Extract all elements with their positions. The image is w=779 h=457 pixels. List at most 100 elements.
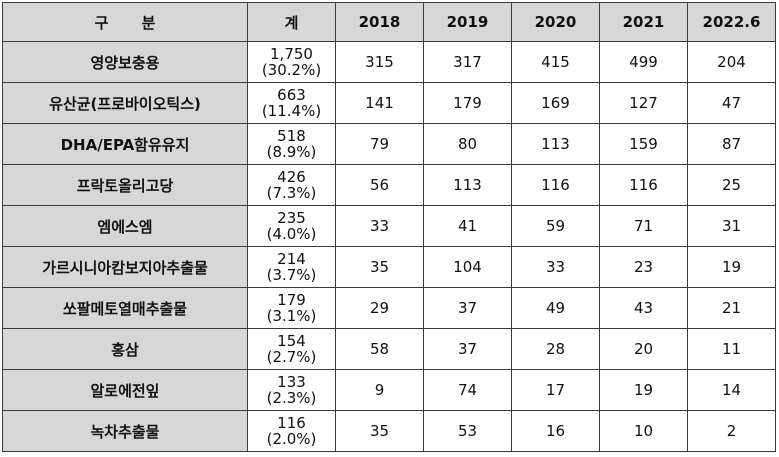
row-label: 유산균(프로바이오틱스) <box>2 82 248 124</box>
total-share: (3.7%) <box>266 266 317 284</box>
value-cell: 317 <box>423 41 512 83</box>
header-row: 구 분 계 2018 2019 2020 2021 2022.6 <box>2 2 776 42</box>
total-value: 133 <box>277 373 306 391</box>
total-value: 235 <box>277 209 306 227</box>
value-cell: 204 <box>687 41 776 83</box>
total-value: 154 <box>277 332 306 350</box>
value-cell: 33 <box>335 205 424 247</box>
total-value: 179 <box>277 291 306 309</box>
header-year-2022-6: 2022.6 <box>687 2 776 42</box>
total-share: (2.3%) <box>266 389 317 407</box>
header-year-2018: 2018 <box>335 2 424 42</box>
value-cell: 29 <box>335 287 424 329</box>
value-cell: 113 <box>423 164 512 206</box>
value-cell: 159 <box>599 123 688 165</box>
value-cell: 113 <box>511 123 600 165</box>
table-row: 영양보충용 1,750 (30.2%) 315 317 415 499 204 <box>2 41 776 83</box>
row-label: 엠에스엠 <box>2 205 248 247</box>
row-label: 가르시니아캄보지아추출물 <box>2 246 248 288</box>
total-cell: 1,750 (30.2%) <box>247 41 336 83</box>
value-cell: 127 <box>599 82 688 124</box>
value-cell: 21 <box>687 287 776 329</box>
value-cell: 47 <box>687 82 776 124</box>
value-cell: 14 <box>687 369 776 411</box>
value-cell: 179 <box>423 82 512 124</box>
header-year-2021: 2021 <box>599 2 688 42</box>
total-share: (7.3%) <box>266 184 317 202</box>
value-cell: 58 <box>335 328 424 370</box>
value-cell: 141 <box>335 82 424 124</box>
table-row: 유산균(프로바이오틱스) 663 (11.4%) 141 179 169 127… <box>2 82 776 124</box>
table-row: 녹차추출물 116 (2.0%) 35 53 16 10 2 <box>2 410 776 452</box>
value-cell: 74 <box>423 369 512 411</box>
value-cell: 59 <box>511 205 600 247</box>
value-cell: 415 <box>511 41 600 83</box>
total-cell: 214 (3.7%) <box>247 246 336 288</box>
header-year-2020: 2020 <box>511 2 600 42</box>
value-cell: 16 <box>511 410 600 452</box>
value-cell: 31 <box>687 205 776 247</box>
total-value: 214 <box>277 250 306 268</box>
table-row: 엠에스엠 235 (4.0%) 33 41 59 71 31 <box>2 205 776 247</box>
table-row: 가르시니아캄보지아추출물 214 (3.7%) 35 104 33 23 19 <box>2 246 776 288</box>
header-year-2019: 2019 <box>423 2 512 42</box>
total-share: (2.7%) <box>266 348 317 366</box>
total-share: (2.0%) <box>266 430 317 448</box>
value-cell: 104 <box>423 246 512 288</box>
value-cell: 20 <box>599 328 688 370</box>
value-cell: 56 <box>335 164 424 206</box>
value-cell: 53 <box>423 410 512 452</box>
total-share: (11.4%) <box>261 102 322 120</box>
value-cell: 315 <box>335 41 424 83</box>
value-cell: 2 <box>687 410 776 452</box>
value-cell: 35 <box>335 410 424 452</box>
total-value: 663 <box>277 86 306 104</box>
value-cell: 116 <box>511 164 600 206</box>
total-share: (8.9%) <box>266 143 317 161</box>
row-label: 프락토올리고당 <box>2 164 248 206</box>
row-label: DHA/EPA함유유지 <box>2 123 248 165</box>
total-cell: 663 (11.4%) <box>247 82 336 124</box>
value-cell: 71 <box>599 205 688 247</box>
value-cell: 33 <box>511 246 600 288</box>
total-value: 1,750 <box>270 45 313 63</box>
total-value: 116 <box>277 414 306 432</box>
total-cell: 179 (3.1%) <box>247 287 336 329</box>
row-label: 녹차추출물 <box>2 410 248 452</box>
value-cell: 49 <box>511 287 600 329</box>
total-cell: 426 (7.3%) <box>247 164 336 206</box>
value-cell: 41 <box>423 205 512 247</box>
value-cell: 499 <box>599 41 688 83</box>
value-cell: 87 <box>687 123 776 165</box>
value-cell: 11 <box>687 328 776 370</box>
total-share: (30.2%) <box>261 61 322 79</box>
header-total: 계 <box>247 2 336 42</box>
row-label: 홍삼 <box>2 328 248 370</box>
value-cell: 28 <box>511 328 600 370</box>
value-cell: 116 <box>599 164 688 206</box>
total-cell: 518 (8.9%) <box>247 123 336 165</box>
ingredient-report-table: 구 분 계 2018 2019 2020 2021 2022.6 영양보충용 1… <box>2 2 776 452</box>
total-value: 518 <box>277 127 306 145</box>
value-cell: 23 <box>599 246 688 288</box>
row-label: 쏘팔메토열매추출물 <box>2 287 248 329</box>
table-row: 알로에전잎 133 (2.3%) 9 74 17 19 14 <box>2 369 776 411</box>
table-row: 프락토올리고당 426 (7.3%) 56 113 116 116 25 <box>2 164 776 206</box>
value-cell: 79 <box>335 123 424 165</box>
table-row: DHA/EPA함유유지 518 (8.9%) 79 80 113 159 87 <box>2 123 776 165</box>
total-cell: 154 (2.7%) <box>247 328 336 370</box>
total-share: (4.0%) <box>266 225 317 243</box>
value-cell: 9 <box>335 369 424 411</box>
total-cell: 235 (4.0%) <box>247 205 336 247</box>
total-share: (3.1%) <box>266 307 317 325</box>
table-row: 쏘팔메토열매추출물 179 (3.1%) 29 37 49 43 21 <box>2 287 776 329</box>
value-cell: 43 <box>599 287 688 329</box>
value-cell: 19 <box>687 246 776 288</box>
row-label: 영양보충용 <box>2 41 248 83</box>
value-cell: 10 <box>599 410 688 452</box>
value-cell: 35 <box>335 246 424 288</box>
row-label: 알로에전잎 <box>2 369 248 411</box>
table-row: 홍삼 154 (2.7%) 58 37 28 20 11 <box>2 328 776 370</box>
value-cell: 80 <box>423 123 512 165</box>
header-category: 구 분 <box>2 2 248 42</box>
